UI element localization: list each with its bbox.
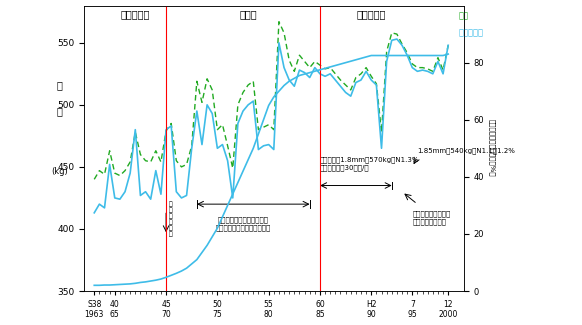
Text: 高く不安定: 高く不安定: [357, 9, 386, 19]
Text: コシヒカリ: コシヒカリ: [459, 28, 484, 37]
Text: 1.85mm，540kg，N1.1～1.2%: 1.85mm，540kg，N1.1～1.2%: [417, 148, 515, 154]
Text: （県指計）1.8mm，570kg，N1.3%
　　　　　　30万粒/㎡: （県指計）1.8mm，570kg，N1.3% 30万粒/㎡: [320, 156, 420, 171]
Text: (kg): (kg): [51, 167, 68, 176]
Text: 機械化早進安定・成育制御
品質保持，プロジェクト研究: 機械化早進安定・成育制御 品質保持，プロジェクト研究: [215, 216, 271, 231]
Text: 機
械
田
植
普
及: 機 械 田 植 普 及: [169, 201, 172, 237]
Text: 量: 量: [56, 106, 62, 116]
Text: 低く不安定: 低く不安定: [120, 9, 150, 19]
Text: スーパーコシヒカリ
実証・指針改定へ: スーパーコシヒカリ 実証・指針改定へ: [412, 210, 450, 225]
Text: 急上昇: 急上昇: [239, 9, 257, 19]
Y-axis label: コシヒカリ占める割合（%）: コシヒカリ占める割合（%）: [488, 120, 495, 177]
Text: 収: 収: [56, 81, 62, 90]
Text: 全体: 全体: [459, 11, 469, 20]
